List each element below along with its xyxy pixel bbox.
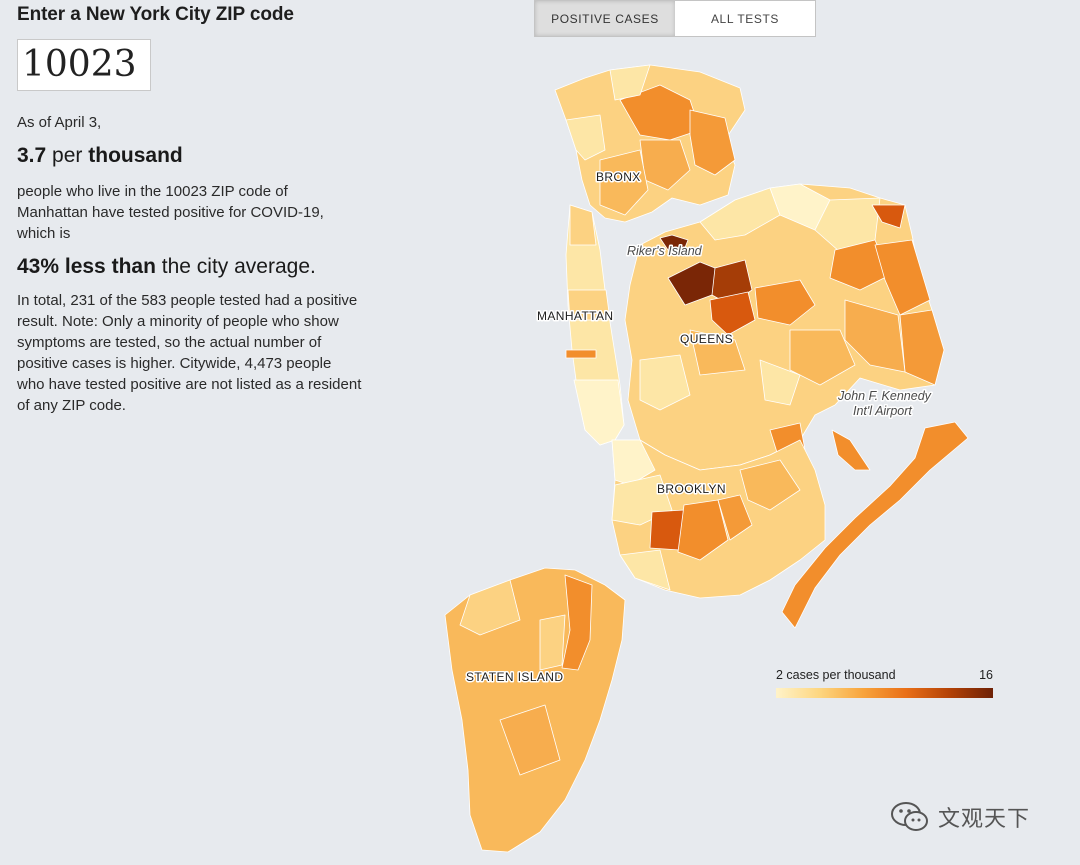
zip-area bbox=[619, 549, 671, 591]
wechat-icon bbox=[891, 802, 928, 831]
zip-area bbox=[539, 614, 566, 671]
zip-area bbox=[844, 299, 906, 373]
label-rikers-island: Riker's Island bbox=[627, 244, 703, 258]
zip-area bbox=[739, 459, 801, 511]
zip-area bbox=[609, 64, 651, 101]
label-brooklyn: BROOKLYN bbox=[657, 482, 726, 496]
rate-per: per bbox=[52, 144, 83, 167]
zip-area bbox=[689, 329, 746, 376]
label-staten-island: STATEN ISLAND bbox=[466, 670, 563, 684]
zip-area bbox=[874, 239, 931, 316]
zip-area bbox=[565, 114, 606, 161]
watermark: 文观天下 bbox=[890, 800, 1030, 834]
zip-area bbox=[599, 149, 649, 216]
zip-area bbox=[573, 379, 625, 446]
zip-area bbox=[709, 291, 756, 336]
zip-area bbox=[754, 279, 816, 326]
zip-area bbox=[717, 494, 753, 541]
zip-area bbox=[789, 329, 856, 386]
positive-cases-button[interactable]: POSITIVE CASES bbox=[535, 1, 675, 36]
zip-area bbox=[565, 349, 597, 359]
zip-area bbox=[871, 204, 906, 229]
rate-unit: thousand bbox=[88, 144, 183, 167]
zip-area bbox=[759, 359, 801, 406]
zip-area bbox=[639, 354, 691, 411]
rikers-island bbox=[659, 234, 689, 251]
map-legend: 2 cases per thousand 16 bbox=[776, 668, 993, 698]
rate-statement: 3.7 per thousand bbox=[17, 143, 362, 169]
zip-area bbox=[569, 204, 597, 246]
zip-area bbox=[561, 574, 593, 671]
zip-panel: Enter a New York City ZIP code 10023 As … bbox=[17, 0, 362, 416]
comparison-statement: 43% less than the city average. bbox=[17, 254, 362, 280]
zip-area bbox=[677, 499, 729, 561]
detail-text: In total, 231 of the 583 people tested h… bbox=[17, 292, 362, 414]
metric-toggle: POSITIVE CASES ALL TESTS bbox=[534, 0, 816, 37]
label-manhattan: MANHATTAN bbox=[537, 309, 614, 323]
watermark-text: 文观天下 bbox=[938, 806, 1031, 831]
rate-value: 3.7 bbox=[17, 144, 47, 167]
legend-color-scale bbox=[776, 688, 993, 698]
zip-area bbox=[567, 289, 611, 321]
zip-area bbox=[459, 579, 521, 636]
page-title: Enter a New York City ZIP code bbox=[17, 4, 294, 25]
rockaway bbox=[781, 421, 969, 629]
label-queens: QUEENS bbox=[680, 332, 733, 346]
comparison-bold: 43% less than bbox=[17, 255, 156, 278]
broad-channel bbox=[831, 429, 871, 471]
zip-area bbox=[689, 109, 736, 176]
all-tests-button[interactable]: ALL TESTS bbox=[675, 1, 815, 36]
zip-code-input[interactable]: 10023 bbox=[17, 39, 151, 91]
label-jfk-line1: John F. Kennedy bbox=[837, 389, 932, 403]
zip-area bbox=[611, 439, 656, 486]
as-of-date: As of April 3, bbox=[17, 114, 102, 131]
label-jfk-line2: Int'l Airport bbox=[853, 404, 912, 418]
comparison-rest: the city average. bbox=[161, 255, 316, 278]
legend-min-label: 2 cases per thousand bbox=[776, 668, 896, 682]
explanation-text: people who live in the 10023 ZIP code of… bbox=[17, 183, 324, 242]
zip-area bbox=[829, 239, 891, 291]
legend-max-label: 16 bbox=[979, 668, 993, 682]
label-bronx: BRONX bbox=[596, 170, 641, 184]
zip-area bbox=[499, 704, 561, 776]
